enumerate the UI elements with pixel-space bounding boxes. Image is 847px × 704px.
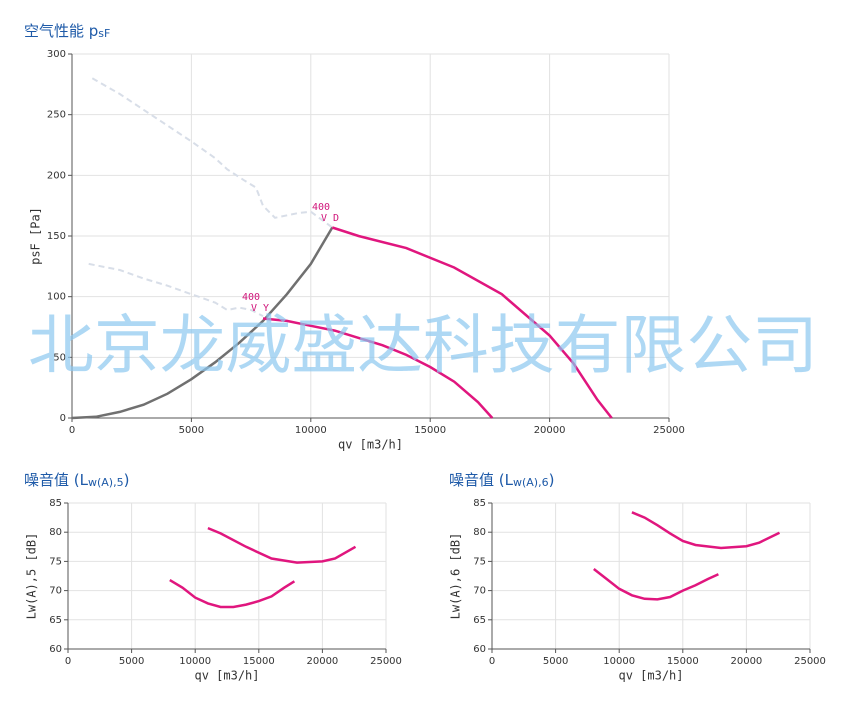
y-tick-label: 150	[47, 231, 66, 242]
curve	[631, 511, 781, 550]
title-part: 噪音值 (L	[449, 471, 514, 489]
watermark: 北京龙威盛达科技有限公司	[28, 310, 818, 384]
y-tick-label: 75	[49, 556, 62, 567]
x-tick-label: 20000	[534, 425, 566, 436]
x-axis-label: qv [m3/h]	[618, 669, 683, 683]
y-tick-label: 85	[473, 498, 486, 509]
annotation: 400	[312, 202, 330, 213]
title-part: )	[124, 471, 130, 489]
x-tick-label: 10000	[603, 656, 635, 667]
curve	[207, 526, 357, 564]
x-tick-label: 0	[489, 656, 495, 667]
curve	[593, 568, 719, 601]
x-tick-label: 25000	[794, 656, 826, 667]
x-tick-label: 5000	[119, 656, 144, 667]
y-tick-label: 85	[49, 498, 62, 509]
y-tick-label: 80	[49, 527, 62, 538]
y-tick-label: 300	[47, 49, 66, 60]
curve	[169, 579, 296, 609]
x-tick-label: 15000	[243, 656, 275, 667]
x-tick-label: 0	[69, 425, 75, 436]
x-tick-label: 5000	[543, 656, 568, 667]
y-tick-label: 70	[473, 586, 486, 597]
title-part: 噪音值 (L	[24, 471, 89, 489]
x-tick-label: 10000	[295, 425, 327, 436]
curve	[331, 226, 613, 419]
x-axis-label: qv [m3/h]	[194, 669, 259, 683]
y-tick-label: 250	[47, 110, 66, 121]
y-tick-label: 200	[47, 170, 66, 181]
y-tick-label: 60	[473, 644, 486, 655]
annotation: V D	[321, 213, 339, 224]
annotation: V Y	[251, 303, 269, 314]
y-tick-label: 70	[49, 586, 62, 597]
title-part: 空气性能 p	[24, 22, 98, 40]
x-tick-label: 15000	[667, 656, 699, 667]
x-tick-label: 15000	[414, 425, 446, 436]
chart-title: 噪音值 (Lw(A),5)	[24, 471, 129, 490]
curve	[71, 226, 334, 420]
y-tick-label: 0	[60, 413, 66, 424]
x-tick-label: 20000	[730, 656, 762, 667]
dashed-curve	[88, 262, 264, 317]
dashed-curve	[91, 77, 333, 229]
x-tick-label: 20000	[306, 656, 338, 667]
y-axis-label: Lw(A),6 [dB]	[449, 533, 463, 620]
y-tick-label: 65	[473, 615, 486, 626]
x-tick-label: 0	[65, 656, 71, 667]
y-axis-label: psF [Pa]	[29, 207, 43, 265]
annotation: 400	[242, 292, 260, 303]
y-axis-label: Lw(A),5 [dB]	[25, 533, 39, 620]
x-axis-label: qv [m3/h]	[338, 438, 403, 452]
y-tick-label: 100	[47, 292, 66, 303]
y-tick-label: 60	[49, 644, 62, 655]
title-subscript: w(A),5	[88, 476, 124, 489]
x-tick-label: 5000	[179, 425, 204, 436]
y-tick-label: 50	[53, 352, 66, 363]
y-tick-label: 75	[473, 556, 486, 567]
y-tick-label: 65	[49, 615, 62, 626]
chart-title: 噪音值 (Lw(A),6)	[449, 471, 554, 490]
title-subscript: sF	[98, 27, 110, 40]
y-tick-label: 80	[473, 527, 486, 538]
curve	[262, 317, 494, 419]
x-tick-label: 25000	[370, 656, 402, 667]
title-subscript: w(A),6	[513, 476, 549, 489]
chart-title: 空气性能 psF	[24, 22, 110, 41]
title-part: )	[549, 471, 555, 489]
x-tick-label: 10000	[179, 656, 211, 667]
x-tick-label: 25000	[653, 425, 685, 436]
